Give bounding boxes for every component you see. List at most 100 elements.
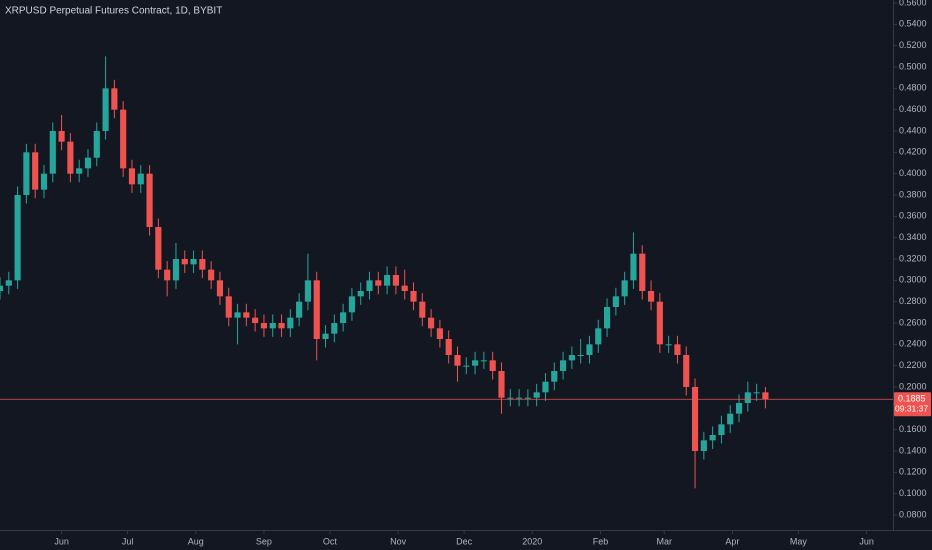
- candle-body: [727, 413, 734, 425]
- y-tick-label: 0.5400: [899, 19, 927, 29]
- candle-body: [384, 275, 391, 286]
- candle-body: [586, 344, 593, 355]
- candle-body: [84, 157, 92, 169]
- candle-body: [58, 131, 65, 142]
- y-tick-label: 0.3600: [899, 211, 927, 221]
- candle-body: [621, 280, 628, 297]
- countdown-label: 09:31:37: [895, 404, 928, 414]
- x-tick-label: Dec: [456, 536, 473, 546]
- x-tick-label: Oct: [323, 536, 338, 546]
- candle-body: [454, 355, 461, 366]
- y-tick-label: 0.2600: [899, 317, 927, 327]
- candle-body: [419, 301, 426, 318]
- x-tick-label: Feb: [593, 536, 609, 546]
- candle-body: [647, 291, 655, 302]
- candle-body: [577, 355, 584, 356]
- candle-body: [700, 440, 707, 451]
- candle-body: [5, 280, 12, 286]
- y-tick-label: 0.1000: [899, 488, 927, 498]
- candle-body: [683, 355, 690, 387]
- candle-body: [674, 344, 681, 355]
- candle-body: [164, 269, 171, 281]
- candle-body: [260, 323, 268, 329]
- candle-body: [190, 259, 197, 265]
- candle-body: [357, 291, 364, 297]
- candle-body: [23, 152, 30, 195]
- candle-body: [348, 296, 356, 313]
- y-tick-label: 0.4600: [899, 104, 927, 114]
- candle-body: [542, 381, 549, 393]
- candle-body: [762, 392, 769, 400]
- candle-body: [102, 88, 109, 131]
- candle-body: [436, 328, 443, 339]
- candle-body: [516, 397, 523, 399]
- candle-body: [401, 285, 408, 291]
- candle-body: [665, 344, 672, 346]
- candle-body: [137, 173, 144, 185]
- last-price-badge: [894, 392, 931, 417]
- candle-body: [735, 403, 743, 414]
- y-tick-label: 0.0800: [899, 509, 927, 519]
- candle-body: [595, 328, 602, 345]
- candle-body: [480, 360, 487, 362]
- y-tick-label: 0.3200: [899, 253, 927, 263]
- candle-body: [709, 435, 716, 441]
- candle-body: [269, 323, 276, 329]
- last-price-label: 0.1885: [898, 394, 926, 404]
- candle-body: [32, 152, 39, 190]
- y-tick-label: 0.1600: [899, 424, 927, 434]
- y-tick-label: 0.1200: [899, 467, 927, 477]
- candle-body: [691, 387, 699, 451]
- y-tick-label: 0.3800: [899, 189, 927, 199]
- candle-body: [428, 317, 435, 329]
- x-tick-label: Apr: [725, 536, 739, 546]
- x-tick-label: Nov: [390, 536, 407, 546]
- candle-body: [67, 141, 74, 174]
- candle-body: [243, 312, 250, 318]
- candle-body: [111, 88, 118, 110]
- candle-body: [507, 397, 514, 399]
- candle-body: [278, 323, 285, 329]
- candle-body: [128, 168, 136, 185]
- candle-body: [489, 360, 496, 371]
- candle-body: [216, 280, 224, 297]
- candle-body: [313, 280, 320, 339]
- candle-body: [155, 227, 162, 270]
- candle-body: [366, 280, 373, 291]
- y-tick-label: 0.1400: [899, 445, 927, 455]
- candle-body: [639, 253, 646, 291]
- y-tick-label: 0.4400: [899, 125, 927, 135]
- candle-body: [410, 291, 417, 302]
- y-tick-label: 0.5600: [899, 0, 927, 7]
- candle-body: [49, 131, 56, 174]
- candle-body: [375, 280, 382, 286]
- candle-body: [0, 285, 4, 291]
- y-tick-label: 0.2200: [899, 360, 927, 370]
- candle-body: [753, 392, 760, 394]
- x-tick-label: Jun: [54, 536, 69, 546]
- candle-body: [234, 312, 241, 318]
- candle-body: [181, 259, 188, 265]
- y-tick-label: 0.5000: [899, 61, 927, 71]
- y-tick-label: 0.2800: [899, 296, 927, 306]
- x-tick-label: Sep: [256, 536, 272, 546]
- y-tick-label: 0.4000: [899, 168, 927, 178]
- candle-body: [656, 301, 663, 345]
- candle-body: [93, 131, 100, 158]
- candle-body: [551, 371, 558, 382]
- candle-body: [208, 269, 215, 281]
- candle-body: [172, 259, 180, 281]
- candle-body: [445, 339, 452, 355]
- candle-body: [331, 323, 338, 334]
- candle-body: [533, 392, 540, 398]
- candle-body: [199, 259, 206, 270]
- y-tick-label: 0.4800: [899, 83, 927, 93]
- y-tick-label: 0.5200: [899, 40, 927, 50]
- candle-body: [287, 317, 294, 329]
- y-tick-label: 0.4200: [899, 147, 927, 157]
- candle-body: [225, 296, 232, 318]
- candle-body: [120, 109, 127, 169]
- candle-body: [340, 312, 347, 323]
